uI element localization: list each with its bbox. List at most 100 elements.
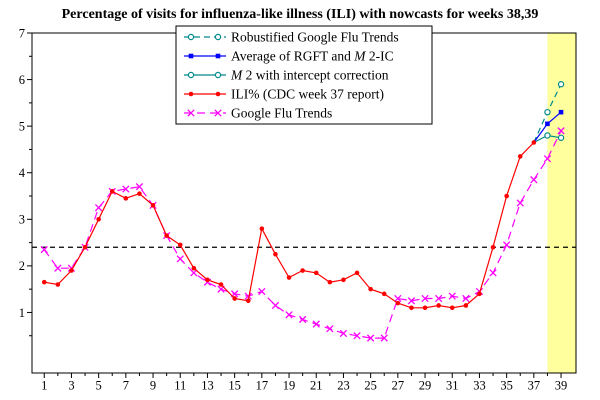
x-axis-tick-label: 5 bbox=[96, 379, 102, 393]
series-ili-marker bbox=[245, 298, 251, 304]
series-gft-marker bbox=[312, 320, 320, 328]
series-gft-marker bbox=[135, 183, 144, 191]
series-gft-marker bbox=[40, 245, 48, 254]
series-avg-marker bbox=[558, 109, 564, 115]
series-gft-marker bbox=[54, 264, 62, 272]
series-ili-marker bbox=[436, 303, 441, 308]
series-ili-marker bbox=[123, 196, 129, 201]
series-gft-marker bbox=[187, 109, 195, 117]
series-avg-marker bbox=[215, 53, 221, 59]
series-gft-marker bbox=[285, 311, 293, 319]
series-gft-marker bbox=[122, 185, 130, 193]
series-ili-marker bbox=[164, 233, 169, 238]
series-gft-line bbox=[43, 130, 562, 339]
series-ili-marker bbox=[327, 279, 333, 285]
series-ili-marker bbox=[490, 244, 496, 250]
x-axis-tick-label: 23 bbox=[337, 379, 350, 393]
series-gft bbox=[40, 127, 565, 342]
series-ili-marker bbox=[273, 251, 278, 257]
series-gft-marker bbox=[380, 334, 388, 342]
series-ili-marker bbox=[300, 268, 305, 273]
series-ili-marker bbox=[313, 270, 319, 276]
series-gft-marker bbox=[339, 329, 348, 338]
series-ili-line bbox=[44, 142, 535, 309]
series-rgft-marker bbox=[544, 108, 551, 116]
x-axis-tick-label: 1 bbox=[41, 379, 47, 393]
series-ili-marker bbox=[409, 305, 414, 311]
legend: Robustified Google Flu Trends Average of … bbox=[175, 25, 433, 125]
x-axis-tick-label: 27 bbox=[392, 379, 405, 393]
y-axis-tick-label: 6 bbox=[19, 73, 25, 87]
series-gft-marker bbox=[462, 294, 470, 303]
series-ili-marker bbox=[109, 189, 115, 194]
series-gft-marker bbox=[489, 269, 497, 277]
series-gft-marker bbox=[407, 297, 416, 305]
series-ili-marker bbox=[286, 275, 292, 280]
series-ili-marker bbox=[504, 193, 509, 199]
x-axis-tick-label: 13 bbox=[201, 379, 214, 393]
series-gft-marker bbox=[353, 332, 361, 340]
series-gft-marker bbox=[557, 127, 565, 135]
series-ili-marker bbox=[82, 244, 88, 250]
series-rgft-marker bbox=[214, 33, 222, 41]
y-axis-tick-label: 2 bbox=[19, 259, 25, 273]
series-ili-marker bbox=[177, 242, 183, 248]
series-ili-marker bbox=[69, 268, 74, 273]
x-axis-tick-label: 37 bbox=[528, 379, 541, 393]
x-axis-tick-label: 15 bbox=[228, 379, 241, 393]
series-ili-marker bbox=[341, 277, 346, 283]
series-ili-marker bbox=[96, 217, 101, 222]
series-gft-marker bbox=[434, 294, 443, 303]
legend-entry-m2ic: M 2 with intercept correction bbox=[184, 68, 389, 83]
y-axis: 1 2 3 4 5 6 7 bbox=[19, 26, 32, 337]
legend-entry-label: M 2 with intercept correction bbox=[230, 68, 389, 83]
series-gft-marker bbox=[94, 203, 103, 212]
series-ili-marker bbox=[259, 226, 265, 231]
series-ili-marker bbox=[422, 305, 428, 311]
series-ili-marker bbox=[191, 265, 197, 271]
series-gft-marker bbox=[214, 109, 222, 117]
series-gft-marker bbox=[502, 241, 511, 249]
x-axis-tick-label: 19 bbox=[283, 379, 296, 393]
series-gft-marker bbox=[176, 255, 184, 263]
y-axis-tick-label: 5 bbox=[19, 119, 25, 133]
series-ili-marker bbox=[463, 303, 469, 308]
series-m2ic bbox=[533, 132, 565, 144]
series-m2ic-marker bbox=[214, 71, 222, 79]
legend-entry-rgft: Robustified Google Flu Trends bbox=[184, 30, 399, 45]
series-m2ic-marker bbox=[544, 132, 551, 139]
series-ili-marker bbox=[41, 279, 47, 285]
series-avg-marker bbox=[545, 121, 550, 127]
series-ili-marker bbox=[517, 154, 523, 159]
x-axis: 1 3 5 7 9 11 13 15 17 19 21 23 25 27 29 31 33 35 37 39 bbox=[41, 373, 567, 393]
series-ili-marker bbox=[215, 91, 221, 97]
series-gft-marker bbox=[366, 334, 375, 342]
legend-entry-label: Google Flu Trends bbox=[231, 106, 332, 121]
series-rgft-marker bbox=[187, 33, 195, 41]
series-ili-marker bbox=[449, 305, 455, 311]
series-ili-marker bbox=[55, 282, 61, 287]
series-gft-marker bbox=[271, 301, 280, 310]
y-axis-tick-label: 3 bbox=[19, 213, 25, 227]
legend-entry-label: Robustified Google Flu Trends bbox=[231, 30, 399, 45]
y-axis-tick-label: 7 bbox=[19, 26, 25, 40]
series-gft-marker bbox=[516, 199, 524, 207]
series-ili-marker bbox=[137, 191, 142, 196]
series-ili-marker bbox=[218, 282, 224, 287]
x-axis-tick-label: 39 bbox=[555, 379, 568, 393]
series-gft-marker bbox=[244, 292, 252, 300]
series-ili-marker bbox=[232, 296, 237, 301]
series-ili-marker bbox=[477, 291, 482, 297]
series-gft-marker bbox=[543, 155, 552, 163]
x-axis-tick-label: 17 bbox=[256, 379, 269, 393]
x-axis-tick-label: 35 bbox=[500, 379, 513, 393]
x-axis-tick-label: 33 bbox=[473, 379, 486, 393]
series-m2ic-marker bbox=[187, 71, 195, 79]
y-axis-tick-label: 4 bbox=[19, 166, 26, 180]
series-gft-marker bbox=[530, 176, 538, 184]
series-ili-marker bbox=[354, 270, 360, 276]
series-rgft-marker bbox=[557, 81, 565, 88]
series-gft-marker bbox=[394, 294, 402, 303]
